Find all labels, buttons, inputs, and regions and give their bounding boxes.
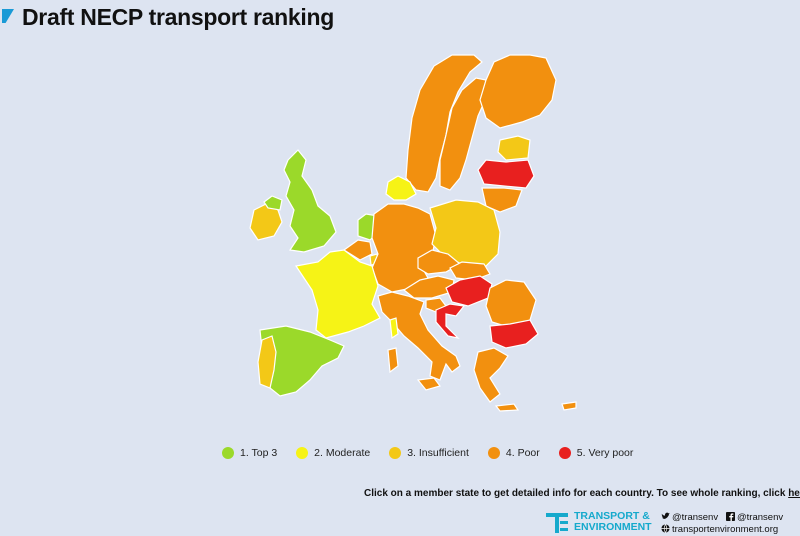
country-poland[interactable] <box>429 199 501 267</box>
legend-label: 2. Moderate <box>314 447 371 459</box>
country-sicily[interactable] <box>416 377 442 391</box>
te-logo-icon <box>546 513 568 533</box>
footer: TRANSPORT & ENVIRONMENT @transenv @trans… <box>546 511 800 535</box>
country-finland[interactable] <box>479 54 557 129</box>
instruction-text: Click on a member state to get detailed … <box>364 488 800 499</box>
legend-item-insufficient[interactable]: 3. Insufficient <box>389 447 469 459</box>
org-name-line2: ENVIRONMENT <box>574 521 652 533</box>
country-great-britain[interactable] <box>283 149 337 253</box>
website-url: transportenvironment.org <box>672 524 779 535</box>
country-bulgaria[interactable] <box>489 319 539 349</box>
legend-label: 3. Insufficient <box>407 447 469 459</box>
twitter-handle: @transenv <box>672 512 719 523</box>
country-denmark[interactable] <box>385 175 417 201</box>
country-corsica[interactable] <box>389 317 399 340</box>
org-name-line1: TRANSPORT & <box>574 510 650 522</box>
instruction-copy: Click on a member state to get detailed … <box>364 488 789 499</box>
legend-label: 5. Very poor <box>576 447 634 459</box>
country-greece[interactable] <box>473 347 509 403</box>
country-sweden[interactable] <box>439 77 487 191</box>
legend-swatch-poor <box>487 447 500 459</box>
title-bar: Draft NECP transport ranking <box>0 0 800 40</box>
legend-label: 1. Top 3 <box>240 447 278 459</box>
page-title: Draft NECP transport ranking <box>22 4 334 30</box>
country-latvia[interactable] <box>477 159 535 189</box>
legend-item-very-poor[interactable]: 5. Very poor <box>558 447 634 459</box>
legend-label: 4. Poor <box>505 447 540 459</box>
facebook-icon <box>726 512 736 521</box>
org-name: TRANSPORT & ENVIRONMENT <box>574 511 652 533</box>
map-legend: 1. Top 3 2. Moderate 3. Insufficient 4. … <box>222 447 633 459</box>
facebook-link[interactable]: @transenv <box>726 512 783 524</box>
legend-swatch-insufficient <box>389 447 402 459</box>
country-italy[interactable] <box>377 291 461 381</box>
ranking-link[interactable]: here <box>788 488 800 499</box>
country-estonia[interactable] <box>497 135 531 161</box>
legend-item-moderate[interactable]: 2. Moderate <box>296 447 370 459</box>
facebook-handle: @transenv <box>737 512 784 523</box>
legend-swatch-top3 <box>222 447 234 459</box>
country-france[interactable] <box>294 249 381 339</box>
country-norway[interactable] <box>405 54 483 193</box>
social-links: @transenv @transenv transportenvironment… <box>661 512 783 536</box>
legend-swatch-very-poor <box>558 447 571 459</box>
country-croatia[interactable] <box>435 303 466 339</box>
website-link[interactable]: transportenvironment.org <box>661 524 778 536</box>
legend-swatch-moderate <box>296 447 309 459</box>
country-belgium[interactable] <box>342 239 373 261</box>
twitter-icon <box>661 512 670 520</box>
country-greece-crete[interactable] <box>494 403 520 412</box>
globe-icon <box>661 524 670 533</box>
legend-item-top3[interactable]: 1. Top 3 <box>222 447 277 459</box>
country-portugal[interactable] <box>257 335 277 389</box>
legend-item-poor[interactable]: 4. Poor <box>487 447 540 459</box>
twitter-link[interactable]: @transenv <box>661 512 718 524</box>
country-sardinia[interactable] <box>387 347 399 374</box>
country-northern-ireland[interactable] <box>263 195 283 211</box>
country-cyprus[interactable] <box>561 401 577 411</box>
country-slovakia[interactable] <box>449 261 491 281</box>
